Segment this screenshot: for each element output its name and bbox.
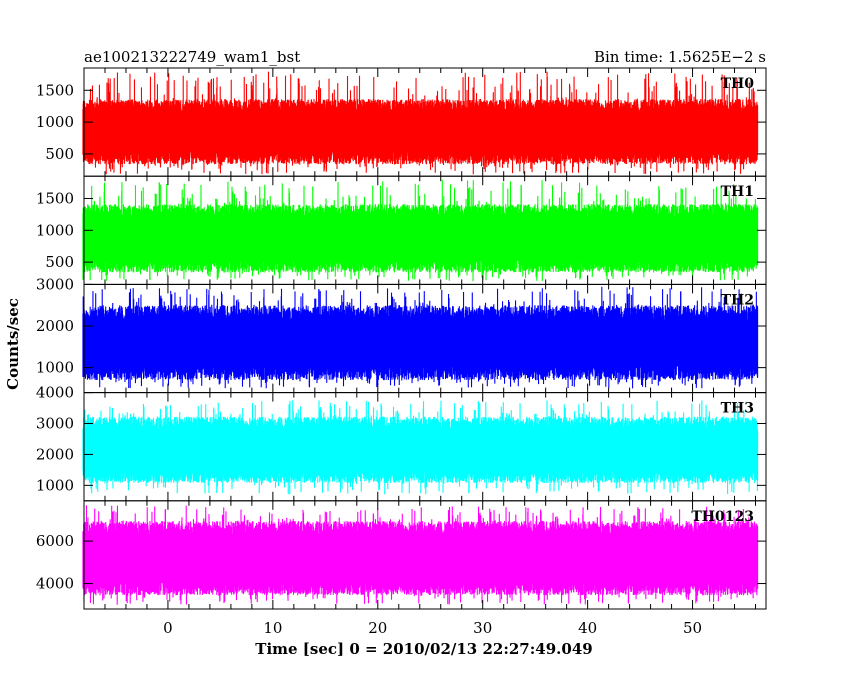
x-tick-label: 0 (163, 619, 173, 637)
y-axis-title: Counts/sec (4, 298, 22, 390)
x-tick-label: 40 (578, 619, 597, 637)
y-tick-label: 1500 (36, 189, 74, 207)
y-tick-label: 4000 (36, 575, 74, 593)
y-tick-label: 3000 (36, 275, 74, 293)
panel-label: TH2 (721, 292, 754, 308)
series-trace-th0123 (82, 505, 759, 605)
panel-th2: 1000 2000 3000 TH2 (36, 275, 767, 394)
series-trace-th0 (82, 71, 759, 175)
series-trace-th3 (82, 400, 759, 495)
y-tick-label: 500 (45, 145, 74, 163)
x-tick-label: 10 (263, 619, 282, 637)
y-tick-label: 1500 (36, 81, 74, 99)
y-tick-label: 4000 (36, 384, 74, 402)
y-tick-label: 6000 (36, 532, 74, 550)
panel-label: TH0123 (691, 509, 754, 525)
panel-th0: 500 1000 1500 TH0 (36, 67, 767, 177)
series-trace-th1 (82, 179, 759, 282)
y-tick-label: 1000 (36, 359, 74, 377)
panel-label: TH0 (721, 76, 755, 92)
x-tick-label: 50 (683, 619, 702, 637)
y-tick-label: 3000 (36, 415, 74, 433)
chart-title: ae100213222749_wam1_bst (84, 48, 300, 66)
x-axis-title: Time [sec] 0 = 2010/02/13 22:27:49.049 (255, 640, 592, 658)
panel-th0123: 4000 6000 TH0123 (36, 500, 767, 610)
panel-th1: 500 1000 1500 TH1 (36, 175, 767, 285)
chart-subtitle: Bin time: 1.5625E−2 s (594, 48, 766, 66)
y-tick-label: 1000 (36, 476, 74, 494)
series-trace-th2 (82, 286, 759, 389)
y-tick-label: 2000 (36, 445, 74, 463)
y-tick-label: 2000 (36, 317, 74, 335)
panel-frame (83, 500, 767, 610)
panel-th3: 1000 2000 3000 4000 TH3 (36, 384, 767, 502)
y-tick-label: 500 (45, 253, 74, 271)
panel-label: TH1 (721, 184, 754, 200)
x-tick-label: 20 (368, 619, 387, 637)
y-tick-label: 1000 (36, 221, 74, 239)
y-tick-label: 1000 (36, 113, 74, 131)
panel-label: TH3 (721, 401, 754, 417)
x-tick-label: 30 (473, 619, 492, 637)
